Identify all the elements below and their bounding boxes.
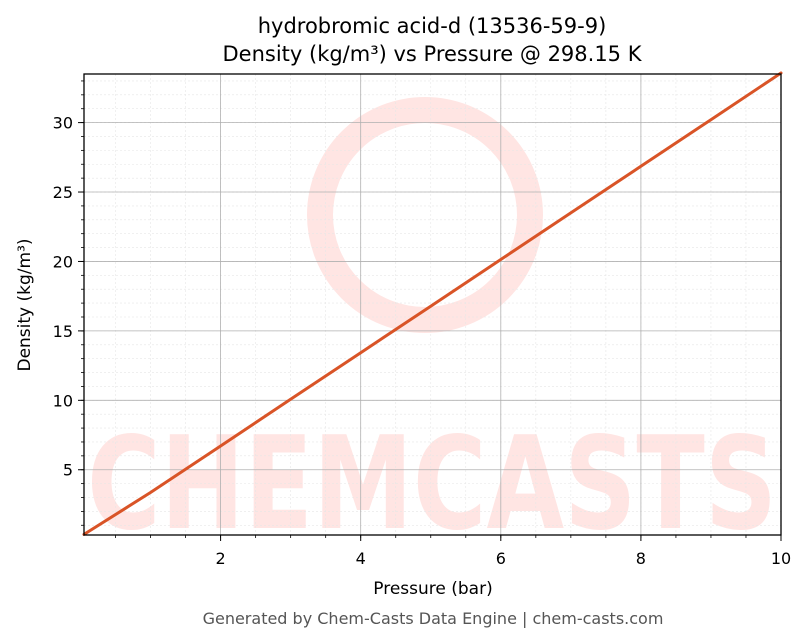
y-tick-label: 20 — [53, 252, 73, 271]
x-tick-label: 10 — [771, 549, 791, 568]
watermark-text: CHEMCASTS — [87, 410, 777, 559]
y-tick-label: 30 — [53, 114, 73, 133]
chart-title: hydrobromic acid-d (13536-59-9) — [258, 14, 607, 38]
footer-credit: Generated by Chem-Casts Data Engine | ch… — [203, 609, 664, 628]
series-layer — [82, 71, 783, 536]
y-axis-label: Density (kg/m³) — [15, 238, 35, 371]
y-tick-label: 5 — [63, 461, 73, 480]
tick-labels: 2 4 6 8 10 5 10 15 20 25 30 — [53, 114, 792, 568]
x-tick-label: 6 — [496, 549, 506, 568]
watermark-logo: CHEMCASTS — [87, 97, 777, 559]
axis-ticks — [78, 80, 782, 541]
x-axis-label: Pressure (bar) — [373, 579, 492, 599]
x-tick-label: 2 — [216, 549, 226, 568]
x-tick-label: 8 — [636, 549, 646, 568]
y-tick-label: 15 — [53, 322, 73, 341]
series-line — [82, 71, 783, 536]
watermark-ring-icon — [307, 97, 543, 333]
y-tick-label: 25 — [53, 183, 73, 202]
plot-frame — [83, 73, 782, 536]
x-tick-label: 4 — [356, 549, 366, 568]
chart-subtitle: Density (kg/m³) vs Pressure @ 298.15 K — [222, 42, 642, 66]
y-tick-label: 10 — [53, 391, 73, 410]
